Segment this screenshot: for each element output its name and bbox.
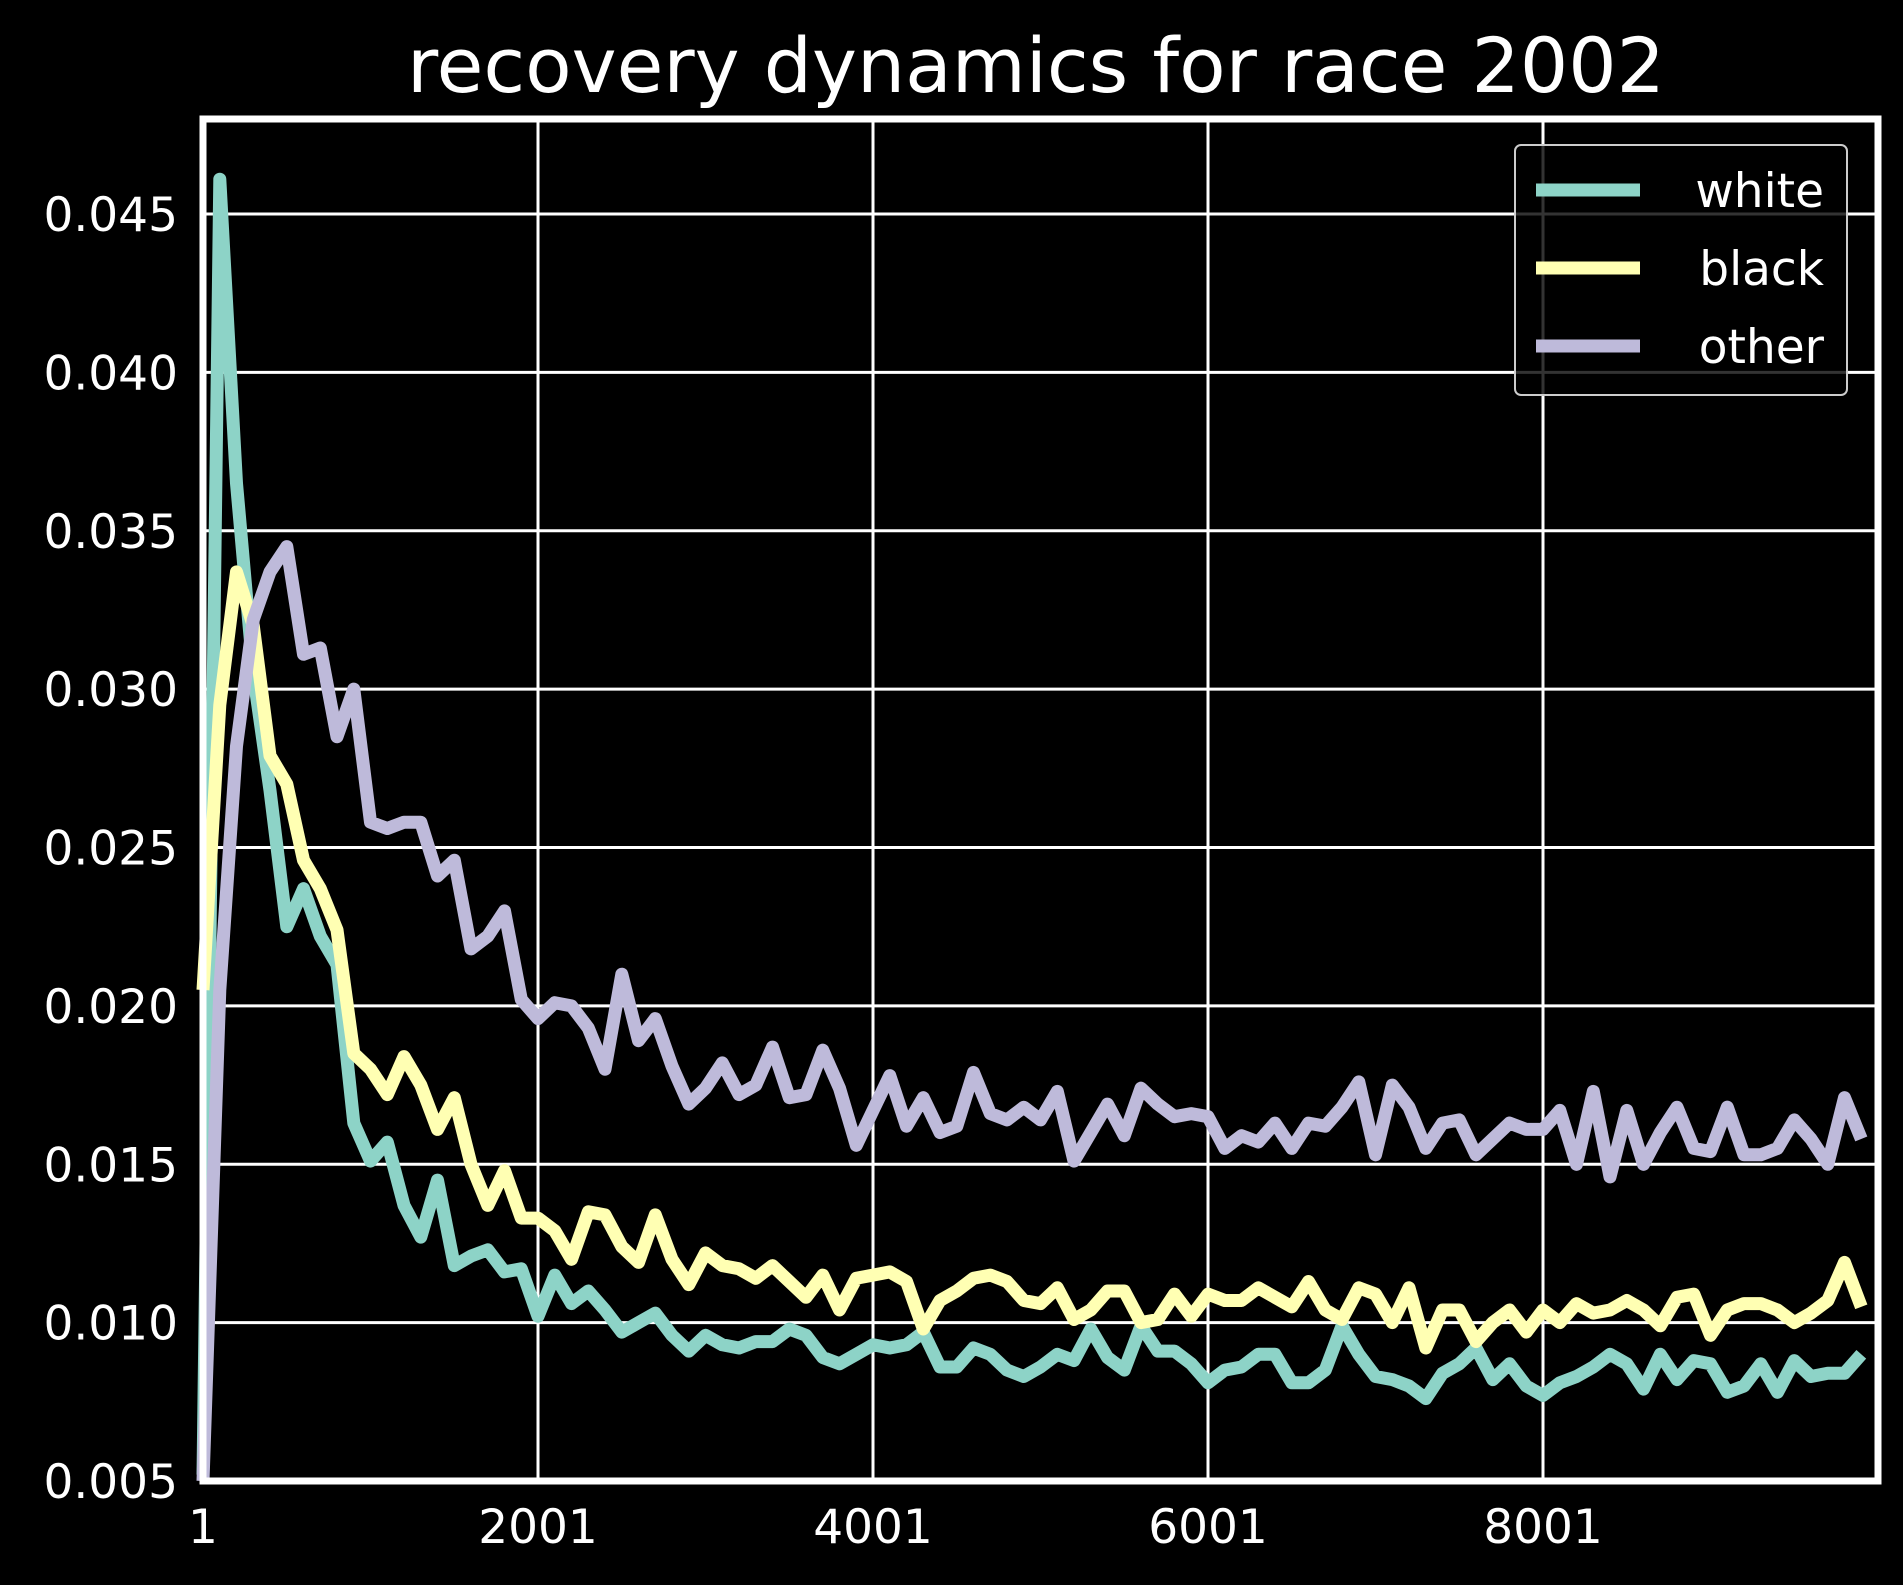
x-axis-ticks: 1 2001 4001 6001 8001 [188,1500,1603,1555]
x-tick-label: 8001 [1483,1500,1603,1555]
y-tick-label: 0.005 [43,1455,178,1510]
legend-label-white: white [1695,164,1824,219]
series-line-other [196,540,1868,1482]
plot-frame [199,115,1882,1485]
legend-box [1514,144,1848,396]
y-tick-label: 0.030 [43,663,178,718]
y-tick-label: 0.045 [43,188,178,243]
y-tick-label: 0.025 [43,822,178,877]
y-tick-label: 0.040 [43,346,178,401]
series-lines [196,172,1868,1482]
legend-label-other: other [1699,320,1825,375]
y-tick-label: 0.010 [43,1297,178,1352]
chart-title: recovery dynamics for race 2002 [407,21,1665,110]
x-tick-label: 2001 [478,1500,598,1555]
grid [201,119,1878,1483]
y-tick-label: 0.035 [43,505,178,560]
legend: white black other [1514,144,1848,396]
y-axis-ticks: 0.005 0.010 0.015 0.020 0.025 0.030 0.035 0.040… [43,188,178,1510]
legend-label-black: black [1699,242,1825,297]
series-line-white [196,172,1867,1475]
y-tick-label: 0.015 [43,1138,178,1193]
x-tick-label: 6001 [1148,1500,1268,1555]
y-tick-label: 0.020 [43,980,178,1035]
x-tick-label: 1 [188,1500,218,1555]
series-line-black [196,565,1868,1355]
x-tick-label: 4001 [813,1500,933,1555]
